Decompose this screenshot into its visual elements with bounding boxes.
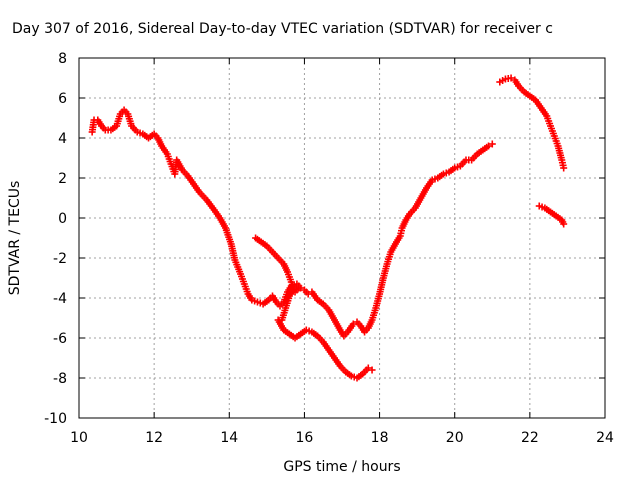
x-tick-label: 22 — [521, 430, 539, 446]
data-point — [368, 366, 376, 374]
y-tick-label: 8 — [58, 51, 67, 67]
y-tick-label: -8 — [53, 371, 67, 387]
data-point — [560, 164, 568, 172]
x-tick-label: 24 — [596, 430, 614, 446]
plot-frame — [78, 57, 606, 419]
x-tick-label: 14 — [220, 430, 238, 446]
grid — [79, 58, 605, 418]
data-point — [485, 142, 493, 150]
x-tick-label: 10 — [70, 430, 88, 446]
data-point — [364, 364, 372, 372]
x-tick-label: 20 — [446, 430, 464, 446]
chart-title: Day 307 of 2016, Sidereal Day-to-day VTE… — [12, 21, 553, 37]
y-tick-label: -2 — [53, 251, 67, 267]
y-tick-label: 4 — [58, 131, 67, 147]
y-tick-label: 0 — [58, 211, 67, 227]
y-tick-label: -6 — [53, 331, 67, 347]
y-tick-label: 2 — [58, 171, 67, 187]
data-series — [88, 74, 568, 382]
y-tick-label: -4 — [53, 291, 67, 307]
data-point — [507, 74, 515, 82]
x-tick-label: 18 — [371, 430, 389, 446]
y-tick-label: -10 — [44, 411, 67, 427]
data-point — [488, 140, 496, 148]
x-tick-label: 16 — [296, 430, 314, 446]
data-point — [560, 220, 568, 228]
y-tick-label: 6 — [58, 91, 67, 107]
x-tick-label: 12 — [145, 430, 163, 446]
y-axis-label: SDTVAR / TECUs — [7, 181, 23, 296]
x-axis-label: GPS time / hours — [283, 459, 400, 475]
